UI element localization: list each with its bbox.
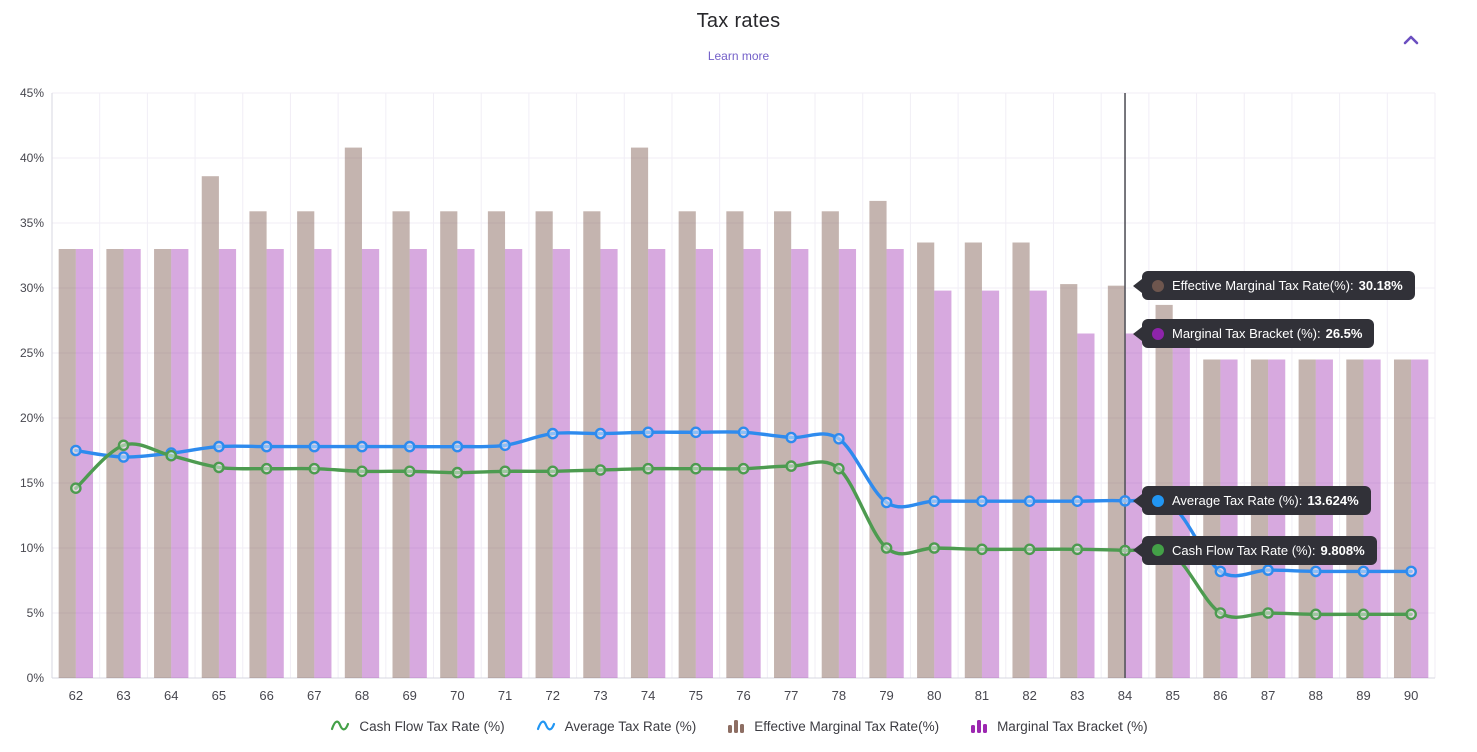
line-cash-flow-tax-rate <box>70 439 1417 621</box>
bar-series-icon <box>971 720 988 733</box>
svg-text:10%: 10% <box>20 541 44 555</box>
svg-text:85: 85 <box>1165 688 1179 703</box>
svg-text:84: 84 <box>1118 688 1132 703</box>
collapse-button[interactable] <box>1397 28 1425 52</box>
legend-item-marginal-tax-bracket[interactable]: Marginal Tax Bracket (%) <box>969 716 1148 736</box>
line-series-icon <box>536 720 555 731</box>
svg-text:81: 81 <box>975 688 989 703</box>
svg-text:83: 83 <box>1070 688 1084 703</box>
bar-series-icon <box>728 720 745 733</box>
gridlines <box>51 92 1436 679</box>
bars-marginal-bracket <box>75 249 1429 678</box>
chart-legend: Cash Flow Tax Rate (%) Average Tax Rate … <box>0 716 1477 736</box>
svg-text:15%: 15% <box>20 476 44 490</box>
legend-label: Marginal Tax Bracket (%) <box>997 718 1148 734</box>
svg-text:64: 64 <box>164 688 178 703</box>
svg-text:45%: 45% <box>20 86 44 100</box>
series-color-dot <box>1152 279 1164 292</box>
svg-text:89: 89 <box>1356 688 1370 703</box>
tooltip-value: 13.624% <box>1307 493 1359 509</box>
tooltip-label: Cash Flow Tax Rate (%): <box>1172 542 1316 558</box>
svg-text:63: 63 <box>116 688 130 703</box>
svg-text:62: 62 <box>69 688 83 703</box>
svg-text:71: 71 <box>498 688 512 703</box>
svg-text:30%: 30% <box>20 281 44 295</box>
svg-text:78: 78 <box>832 688 846 703</box>
tooltip-value: 9.808% <box>1320 542 1365 558</box>
svg-text:5%: 5% <box>27 606 45 620</box>
page-title: Tax rates <box>696 10 781 32</box>
svg-text:67: 67 <box>307 688 321 703</box>
legend-label: Cash Flow Tax Rate (%) <box>359 718 505 734</box>
tooltip-average-tax-rate: Average Tax Rate (%): 13.624% <box>1133 486 1371 516</box>
svg-text:25%: 25% <box>20 346 44 360</box>
svg-text:82: 82 <box>1022 688 1036 703</box>
tooltip-value: 26.5% <box>1325 326 1363 341</box>
legend-item-effective-marginal-tax-rate[interactable]: Effective Marginal Tax Rate(%) <box>726 716 939 736</box>
svg-text:70: 70 <box>450 688 464 703</box>
svg-text:68: 68 <box>355 688 369 703</box>
svg-text:69: 69 <box>402 688 416 703</box>
series-color-dot <box>1152 544 1164 557</box>
svg-text:79: 79 <box>879 688 893 703</box>
svg-text:77: 77 <box>784 688 798 703</box>
tooltip-label: Average Tax Rate (%): <box>1172 493 1303 509</box>
tooltip-label: Marginal Tax Bracket (%): <box>1172 326 1321 341</box>
tooltip-label: Effective Marginal Tax Rate(%): <box>1172 278 1354 294</box>
svg-text:75: 75 <box>689 688 703 703</box>
legend-label: Average Tax Rate (%) <box>564 718 697 734</box>
svg-text:73: 73 <box>593 688 607 703</box>
chevron-up-icon <box>1403 35 1419 45</box>
series-color-dot <box>1152 494 1164 507</box>
svg-text:65: 65 <box>212 688 226 703</box>
svg-text:74: 74 <box>641 688 655 703</box>
svg-text:66: 66 <box>259 688 273 703</box>
svg-text:76: 76 <box>736 688 750 703</box>
bars-effective-marginal <box>58 147 1412 679</box>
tooltip-value: 30.18% <box>1358 278 1403 294</box>
axis-labels: 0% 5% 10% 15% 20% 25% 30% 35% 40% 45% 62 63 64 65 66 67… <box>20 86 1418 703</box>
legend-label: Effective Marginal Tax Rate(%) <box>754 718 940 734</box>
tooltip-marginal-tax-bracket: Marginal Tax Bracket (%): 26.5% <box>1132 319 1375 348</box>
svg-text:88: 88 <box>1309 688 1323 703</box>
svg-text:20%: 20% <box>20 411 44 425</box>
tooltip-effective-marginal-tax-rate: Effective Marginal Tax Rate(%): 30.18% <box>1133 271 1415 301</box>
svg-text:72: 72 <box>546 688 560 703</box>
svg-text:87: 87 <box>1261 688 1275 703</box>
svg-text:90: 90 <box>1404 688 1418 703</box>
legend-item-cash-flow-tax-rate[interactable]: Cash Flow Tax Rate (%) <box>329 716 505 736</box>
svg-text:0%: 0% <box>27 671 45 685</box>
tooltip-cash-flow-tax-rate: Cash Flow Tax Rate (%): 9.808% <box>1133 535 1377 565</box>
svg-text:80: 80 <box>927 688 941 703</box>
legend-item-average-tax-rate[interactable]: Average Tax Rate (%) <box>535 716 697 736</box>
learn-more-link[interactable]: Learn more <box>707 49 770 63</box>
svg-text:35%: 35% <box>20 216 44 230</box>
svg-text:86: 86 <box>1213 688 1227 703</box>
series-color-dot <box>1152 327 1164 340</box>
svg-text:40%: 40% <box>20 151 44 165</box>
line-series-icon <box>331 720 350 731</box>
